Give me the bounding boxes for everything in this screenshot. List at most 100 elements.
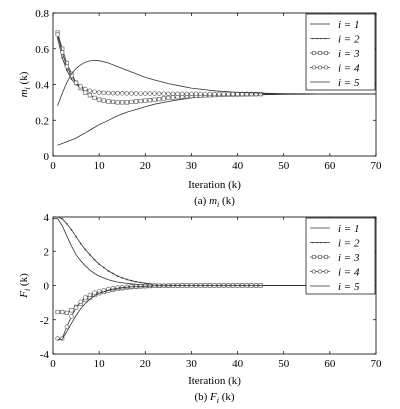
data-point [78, 84, 83, 89]
data-point [170, 95, 176, 100]
data-point [65, 69, 68, 72]
y-tick-label: 4 [44, 212, 50, 224]
data-point [106, 90, 111, 96]
data-point [135, 280, 137, 283]
legend-marker [318, 51, 322, 55]
data-point [133, 91, 139, 96]
data-point [161, 91, 166, 96]
y-axis-label: mi (k) [18, 71, 32, 97]
data-point [189, 91, 194, 96]
data-point [64, 324, 70, 329]
data-point [87, 292, 93, 298]
legend: i = 1 i = 2 i = 3 i = 4 i = 5 [305, 13, 376, 91]
y-tick-label: 0.2 [35, 115, 49, 127]
chart-caption: (a) mi (k) [194, 195, 235, 209]
data-point [97, 97, 102, 102]
legend-marker [312, 255, 316, 259]
series-4 [55, 32, 376, 97]
data-point [143, 91, 148, 96]
data-point [124, 100, 129, 105]
x-tick-label: 30 [186, 160, 198, 172]
x-tick-label: 60 [324, 160, 336, 172]
data-point [55, 336, 60, 341]
data-point [84, 248, 87, 251]
x-tick-label: 10 [94, 358, 106, 370]
legend-label: i = 5 [338, 77, 360, 89]
data-point [157, 96, 162, 102]
y-tick-label: 0 [44, 151, 50, 163]
data-point [69, 308, 74, 313]
legend-marker [323, 269, 328, 274]
data-point [83, 86, 88, 92]
chart-b: 0 10 20 30 40 50 60 70 -4 -2 0 2 4 Iteration (k) Fi (k… [18, 212, 382, 405]
data-point [73, 80, 79, 85]
data-point [121, 276, 124, 279]
legend-label: i = 3 [338, 48, 360, 60]
legend-marker [312, 241, 314, 244]
data-point [55, 309, 60, 315]
y-tick-label: 0.4 [35, 80, 49, 92]
data-point [170, 91, 176, 96]
data-point [152, 97, 157, 102]
legend-marker [324, 241, 326, 244]
x-tick-label: 60 [324, 358, 336, 370]
data-point [138, 98, 143, 104]
data-point [147, 98, 153, 103]
x-tick-label: 30 [186, 358, 198, 370]
data-point [116, 275, 119, 277]
legend-marker [324, 255, 328, 259]
data-point [92, 95, 97, 101]
series-line [57, 59, 376, 107]
data-point [53, 217, 54, 218]
series-line [57, 285, 376, 340]
legend-box [305, 13, 376, 91]
data-point [70, 228, 73, 231]
data-point [212, 91, 217, 97]
data-point [198, 91, 203, 97]
data-point [166, 91, 171, 96]
x-tick-label: 20 [140, 160, 152, 172]
data-point [101, 90, 106, 96]
y-tick-label: -4 [40, 349, 50, 361]
data-point [56, 217, 59, 218]
data-point [258, 91, 263, 97]
legend-marker [316, 37, 318, 40]
data-point [115, 285, 120, 290]
legend-marker [311, 65, 316, 70]
legend-label: i = 5 [338, 281, 360, 293]
chart-caption: (b) Fi (k) [194, 391, 234, 405]
data-point [207, 91, 213, 97]
data-point [133, 99, 139, 104]
data-point [156, 91, 162, 96]
y-tick-label: -2 [40, 315, 49, 327]
y-tick-label: 2 [44, 246, 50, 258]
data-point [129, 99, 134, 105]
legend-marker [317, 65, 322, 70]
data-point [83, 295, 88, 300]
legend-label: i = 3 [338, 252, 360, 264]
x-axis-label: Iteration (k) [188, 375, 241, 387]
x-tick-label: 40 [232, 358, 244, 370]
legend-marker [320, 241, 322, 244]
y-tick-label: 0 [44, 281, 50, 293]
series-5 [57, 59, 376, 107]
data-point [230, 91, 236, 97]
data-point [98, 263, 101, 265]
legend-marker [320, 37, 322, 40]
x-tick-label: 70 [371, 160, 383, 172]
x-tick-label: 20 [140, 358, 152, 370]
data-point [216, 91, 222, 97]
data-point [239, 91, 245, 97]
legend-label: i = 4 [338, 63, 360, 75]
data-point [152, 91, 157, 96]
series-5 [57, 285, 376, 340]
x-tick-label: 70 [371, 358, 383, 370]
data-point [93, 258, 96, 261]
x-tick-label: 10 [94, 160, 106, 172]
data-point [120, 91, 125, 96]
x-tick-label: 50 [278, 160, 290, 172]
data-point [64, 310, 69, 316]
data-point [175, 91, 180, 96]
data-point [138, 91, 143, 96]
